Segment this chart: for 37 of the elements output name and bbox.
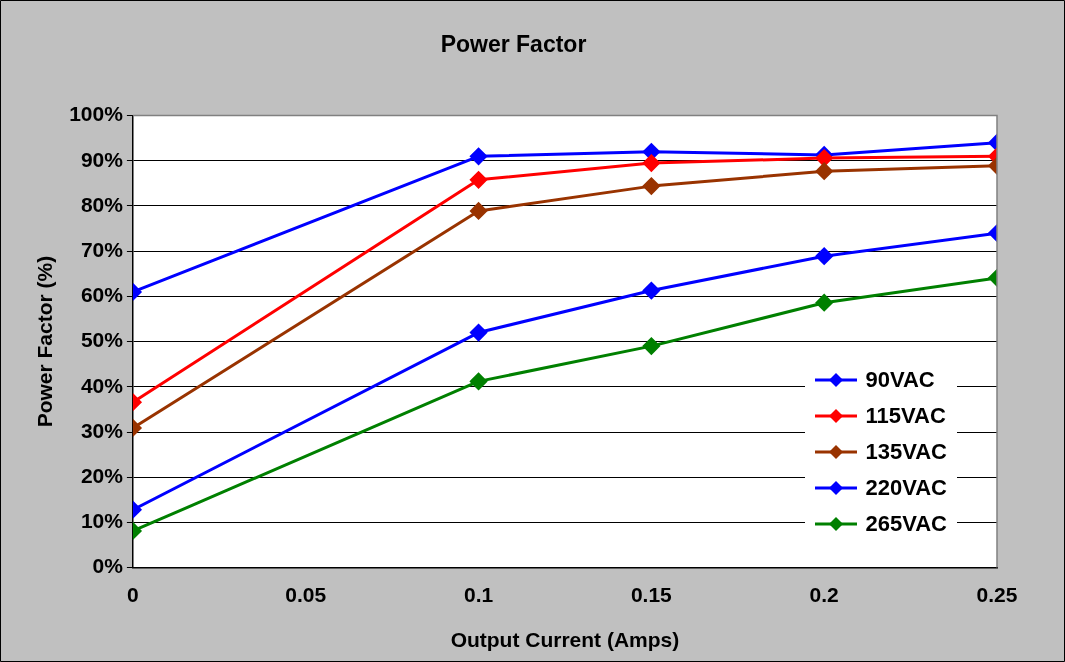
y-tick-label: 100% <box>69 102 124 126</box>
legend-label: 220VAC <box>865 474 947 501</box>
point <box>642 177 660 195</box>
y-tick-label: 50% <box>80 328 124 352</box>
legend-label: 135VAC <box>865 438 947 465</box>
y-tick-label: 80% <box>80 192 124 216</box>
point <box>815 247 833 265</box>
x-tick-label: 0.25 <box>976 583 1018 606</box>
y-tick-label: 20% <box>80 464 124 487</box>
y-tick-label: 10% <box>80 509 124 533</box>
y-tick-label: 30% <box>80 418 124 442</box>
x-tick-label: 0.15 <box>630 583 673 606</box>
point <box>470 202 488 220</box>
y-tick-label: 90% <box>80 147 124 171</box>
point <box>642 282 660 300</box>
chart-title: Power Factor <box>440 31 587 58</box>
x-tick-label: 0.05 <box>285 583 327 606</box>
x-tick-label: 0.1 <box>463 583 494 606</box>
point <box>470 171 488 189</box>
legend-label: 115VAC <box>865 402 946 429</box>
legend-label: 265VAC <box>865 510 947 537</box>
point <box>642 154 660 172</box>
x-tick-label: 0.2 <box>809 583 839 606</box>
y-tick-label: 60% <box>80 283 124 307</box>
y-tick-label: 70% <box>80 238 124 261</box>
y-axis-title: Power Factor (%) <box>33 255 57 428</box>
y-tick-label: 0% <box>92 554 124 578</box>
legend-label: 90VAC <box>865 366 935 393</box>
point <box>815 294 833 312</box>
point <box>470 372 488 390</box>
x-axis-title: Output Current (Amps) <box>450 628 680 652</box>
point <box>470 324 488 342</box>
point <box>815 162 833 180</box>
x-tick-label: 0 <box>127 583 139 606</box>
y-tick-label: 40% <box>80 373 124 397</box>
point <box>642 337 660 355</box>
point <box>470 147 488 165</box>
